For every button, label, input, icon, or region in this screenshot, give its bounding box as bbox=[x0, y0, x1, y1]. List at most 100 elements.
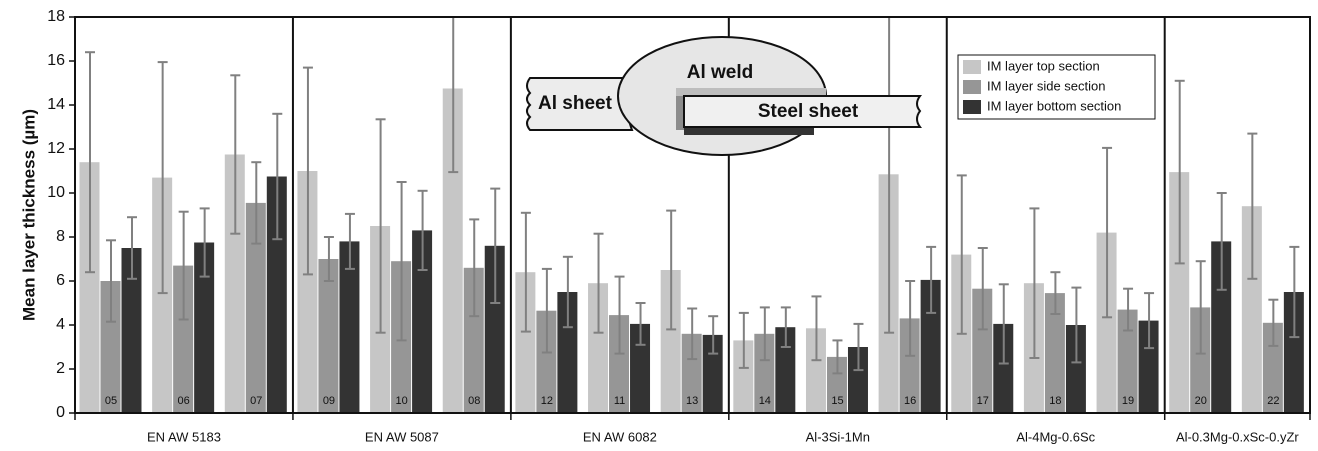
x-tick-label: EN AW 5087 bbox=[365, 429, 439, 444]
sample-label: 18 bbox=[1049, 395, 1061, 407]
bar bbox=[1138, 320, 1159, 413]
bar bbox=[681, 333, 702, 413]
bar bbox=[412, 230, 433, 413]
bar bbox=[536, 310, 557, 413]
y-tick-label: 10 bbox=[47, 184, 65, 201]
bar bbox=[826, 356, 847, 413]
bar bbox=[1065, 325, 1086, 413]
error-bar bbox=[1195, 260, 1206, 355]
sample-label: 17 bbox=[977, 395, 989, 407]
bar bbox=[442, 88, 463, 413]
sample-label: 20 bbox=[1195, 395, 1207, 407]
error-bar bbox=[1174, 79, 1185, 265]
x-tick-label: EN AW 5183 bbox=[147, 429, 221, 444]
y-tick-label: 8 bbox=[56, 228, 65, 245]
im-bottom bbox=[684, 127, 814, 135]
error-bar bbox=[127, 216, 137, 280]
error-bar bbox=[541, 267, 552, 354]
bar bbox=[318, 259, 339, 413]
sample-label: 09 bbox=[323, 395, 335, 407]
bar bbox=[224, 154, 245, 413]
bar bbox=[1211, 241, 1232, 413]
error-bar bbox=[905, 280, 916, 357]
bar bbox=[1241, 206, 1262, 413]
error-bar bbox=[396, 181, 407, 342]
bar bbox=[630, 323, 651, 413]
error-bar bbox=[344, 212, 355, 270]
error-bar bbox=[1123, 287, 1134, 332]
bar bbox=[993, 323, 1014, 413]
sample-label: 12 bbox=[541, 395, 553, 407]
sample-label: 06 bbox=[178, 395, 190, 407]
error-bar bbox=[926, 245, 937, 314]
plot-frame bbox=[74, 16, 1311, 414]
sample-label: 13 bbox=[686, 395, 698, 407]
bar bbox=[1096, 232, 1117, 413]
error-bar bbox=[708, 315, 719, 355]
sample-label: 16 bbox=[904, 395, 916, 407]
legend-swatch bbox=[963, 100, 981, 114]
error-bar bbox=[490, 187, 501, 304]
error-bar bbox=[832, 339, 843, 375]
error-bar bbox=[1247, 132, 1258, 280]
sample-label: 10 bbox=[395, 395, 407, 407]
im-top bbox=[676, 88, 826, 98]
error-bar bbox=[614, 275, 625, 355]
error-bar bbox=[977, 247, 988, 331]
bar bbox=[1283, 292, 1304, 413]
error-bar bbox=[106, 239, 116, 323]
bar bbox=[245, 202, 266, 413]
y-tick-label: 12 bbox=[47, 140, 65, 157]
sample-label: 22 bbox=[1267, 395, 1279, 407]
legend-label: IM layer side section bbox=[987, 78, 1106, 93]
error-bar bbox=[1216, 192, 1227, 291]
bar bbox=[194, 242, 215, 413]
error-bar bbox=[666, 209, 677, 331]
error-bar bbox=[593, 232, 604, 334]
legend-box bbox=[957, 54, 1156, 120]
sample-label: 08 bbox=[468, 395, 480, 407]
y-tick-label: 0 bbox=[56, 404, 65, 421]
legend-label: IM layer bottom section bbox=[987, 98, 1121, 113]
y-tick-label: 6 bbox=[56, 272, 65, 289]
error-bar bbox=[1071, 286, 1082, 364]
sample-label: 11 bbox=[614, 395, 625, 407]
error-bar bbox=[157, 61, 168, 295]
steel-sheet-shape bbox=[683, 95, 922, 128]
bar bbox=[121, 248, 142, 413]
sample-label: 14 bbox=[759, 395, 771, 407]
bar bbox=[899, 318, 920, 413]
error-bar bbox=[375, 118, 386, 334]
legend-swatch bbox=[963, 80, 981, 94]
bar bbox=[339, 241, 360, 413]
legend-label: IM layer top section bbox=[987, 58, 1100, 73]
bar bbox=[588, 283, 609, 413]
y-tick-label: 4 bbox=[56, 316, 65, 333]
error-bar bbox=[520, 211, 531, 333]
plot-area: 0 2 4 6 8 10 12 14 16 18 05 06 07 EN AW 5183 09 10 08 EN … bbox=[47, 8, 1311, 444]
error-bar bbox=[448, 17, 459, 174]
bar bbox=[100, 281, 121, 413]
error-bar bbox=[230, 74, 241, 235]
bar bbox=[1169, 172, 1190, 413]
error-bar bbox=[1050, 271, 1061, 315]
bar bbox=[754, 333, 775, 413]
y-tick-label: 18 bbox=[47, 8, 65, 25]
error-bar bbox=[687, 307, 698, 361]
error-bar bbox=[302, 66, 313, 276]
error-bar bbox=[199, 207, 210, 278]
bar bbox=[660, 270, 681, 413]
bar bbox=[1117, 309, 1138, 413]
y-axis-label: Mean layer thickness (µm) bbox=[19, 109, 38, 321]
x-tick-label: Al-4Mg-0.6Sc bbox=[1016, 429, 1095, 444]
sample-label: 05 bbox=[105, 395, 117, 407]
error-bar bbox=[251, 161, 262, 245]
bar bbox=[847, 347, 868, 413]
error-bar bbox=[323, 236, 334, 282]
y-tick-label: 14 bbox=[47, 96, 65, 113]
im-side bbox=[676, 96, 686, 130]
x-tick-label: Al-0.3Mg-0.xSc-0.yZr bbox=[1176, 429, 1299, 444]
error-bar bbox=[956, 174, 967, 335]
bar bbox=[266, 176, 287, 413]
